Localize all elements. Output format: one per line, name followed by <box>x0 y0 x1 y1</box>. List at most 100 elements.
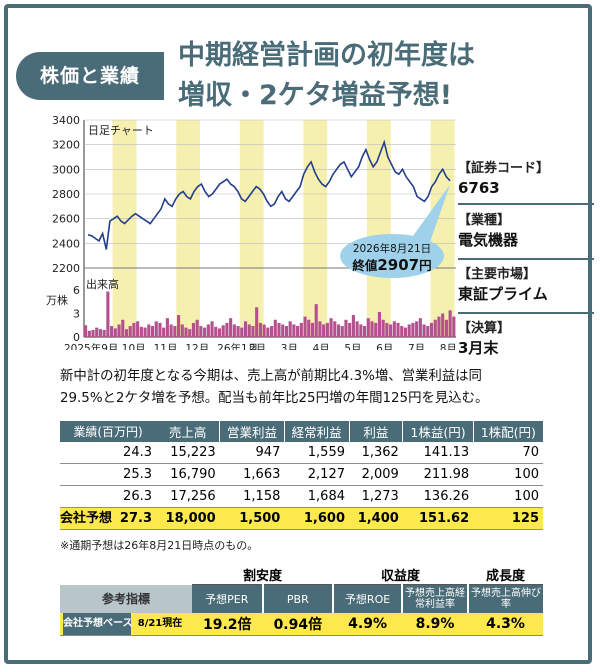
forecast-period: 27.3 <box>119 511 152 526</box>
volume-bar <box>162 327 166 337</box>
volume-bar <box>128 326 132 337</box>
volume-bar <box>415 321 419 337</box>
volume-bar <box>273 319 277 337</box>
volume-bar <box>270 326 274 337</box>
volume-bar <box>441 313 445 337</box>
volume-bar <box>407 324 411 337</box>
volume-bar <box>121 319 125 337</box>
volume-bar <box>132 322 136 337</box>
metric-header: PBR <box>262 584 335 613</box>
table-row: 25.3 16,790 1,663 2,127 2,009 211.98 100 <box>60 463 543 486</box>
value-cell: 15,223 <box>156 442 220 464</box>
value-cell: 1,500 <box>219 507 285 530</box>
volume-bar <box>363 326 367 337</box>
volume-bar <box>214 326 218 337</box>
volume-bar <box>444 319 448 337</box>
volume-bar <box>400 326 404 337</box>
volume-bar <box>452 316 456 337</box>
month-band <box>176 120 201 337</box>
volume-bar <box>217 328 222 337</box>
x-tick-label: 5月 <box>344 343 361 350</box>
callout-date: 2026年8月21日 <box>353 242 431 255</box>
value-cell: 18,000 <box>156 507 220 530</box>
value-cell: 100 <box>473 463 543 486</box>
row-date: 8/21現在 <box>137 618 183 629</box>
value-cell: 2,009 <box>349 463 403 486</box>
x-tick-label: 2025年9月 <box>64 342 118 350</box>
value-cell: 1,663 <box>219 463 285 486</box>
month-band <box>112 120 137 337</box>
volume-bar <box>165 318 169 337</box>
forecast-period-cell: 会社予想 27.3 <box>60 507 156 530</box>
x-tick-label: 2月 <box>249 343 266 350</box>
side-securities-code: 【証券コード】 6763 <box>458 160 594 198</box>
volume-bar <box>288 321 292 337</box>
value-cell: 17,256 <box>156 485 220 508</box>
x-tick-label: 4月 <box>313 343 330 350</box>
callout-value: 2907 <box>377 256 419 274</box>
x-tick-label: 26年1月 <box>217 342 258 350</box>
volume-bar <box>251 326 255 337</box>
volume-bar <box>284 326 288 337</box>
side-value: 6763 <box>458 179 500 197</box>
forecast-row: 会社予想 27.3 18,000 1,500 1,600 1,400 151.6… <box>60 507 543 530</box>
row-label: 会社予想ベース <box>63 613 133 635</box>
reference-title: 参考指標 <box>60 584 192 613</box>
volume-bar <box>314 304 318 337</box>
month-band <box>366 120 391 337</box>
callout-bubble <box>340 234 444 278</box>
volume-bar <box>310 322 315 337</box>
volume-bar <box>150 326 155 337</box>
reference-metric-row: 参考指標 予想PER PBR 予想ROE 予想売上高経常利益率 予想売上高伸び率 <box>60 584 543 613</box>
month-band <box>303 120 328 337</box>
side-value: 電気機器 <box>458 231 519 249</box>
volume-bar <box>158 322 162 337</box>
side-label: 【証券コード】 <box>458 161 550 176</box>
volume-bar <box>336 324 341 337</box>
volume-bar <box>296 326 300 337</box>
volume-bar <box>177 315 181 337</box>
financials-table: 業績(百万円) 売上高 営業利益 経常利益 利益 1株益(円) 1株配(円) 2… <box>60 421 543 530</box>
volume-bar <box>351 315 355 337</box>
col-header: 利益 <box>349 421 404 442</box>
x-tick-label: 3月 <box>281 343 298 350</box>
y-tick-label: 2800 <box>52 188 80 201</box>
volume-bar <box>191 322 195 337</box>
value-cell: 1,362 <box>349 442 403 464</box>
callout-close: 終値2907円 <box>352 256 431 274</box>
volume-bar <box>87 330 91 337</box>
volume-bar <box>377 311 381 337</box>
volume-label: 出来高 <box>86 277 119 291</box>
volume-tick-label: 3 <box>73 308 80 321</box>
volume-bar <box>396 322 400 337</box>
group-header: 割安度 <box>192 565 334 585</box>
volume-bar <box>113 328 117 337</box>
volume-bar <box>374 322 378 337</box>
side-fiscal: 【決算】 3月末 <box>458 320 594 358</box>
volume-bar <box>154 321 158 337</box>
volume-bar <box>303 316 307 337</box>
value-cell: 1,273 <box>349 485 403 508</box>
reference-table: 割安度 収益度 成長度 参考指標 予想PER PBR 予想ROE 予想売上高経常… <box>60 565 543 636</box>
metric-header: 予想ROE <box>333 584 403 613</box>
metric-value: 4.3% <box>468 613 543 636</box>
volume-bar <box>392 321 396 337</box>
table-row: 24.3 15,223 947 1,559 1,362 141.13 70 <box>60 442 543 464</box>
volume-bar <box>340 326 344 337</box>
value-cell: 151.62 <box>402 507 474 530</box>
volume-bar <box>221 325 225 337</box>
volume-bar <box>147 324 151 337</box>
value-cell: 141.13 <box>402 442 474 464</box>
volume-bar <box>203 327 207 337</box>
reference-group-row: 割安度 収益度 成長度 <box>60 565 543 585</box>
side-value: 東証プライム <box>458 285 548 303</box>
side-value: 3月末 <box>458 339 499 357</box>
volume-bar <box>307 319 311 337</box>
volume-bar <box>210 321 214 337</box>
volume-bar <box>266 327 270 337</box>
value-cell: 1,400 <box>349 507 403 530</box>
metric-value: 8.9% <box>402 613 468 636</box>
unit-label: 業績(百万円) <box>60 421 156 442</box>
chart-title: 日足チャート <box>88 124 154 137</box>
volume-bar <box>195 319 199 337</box>
